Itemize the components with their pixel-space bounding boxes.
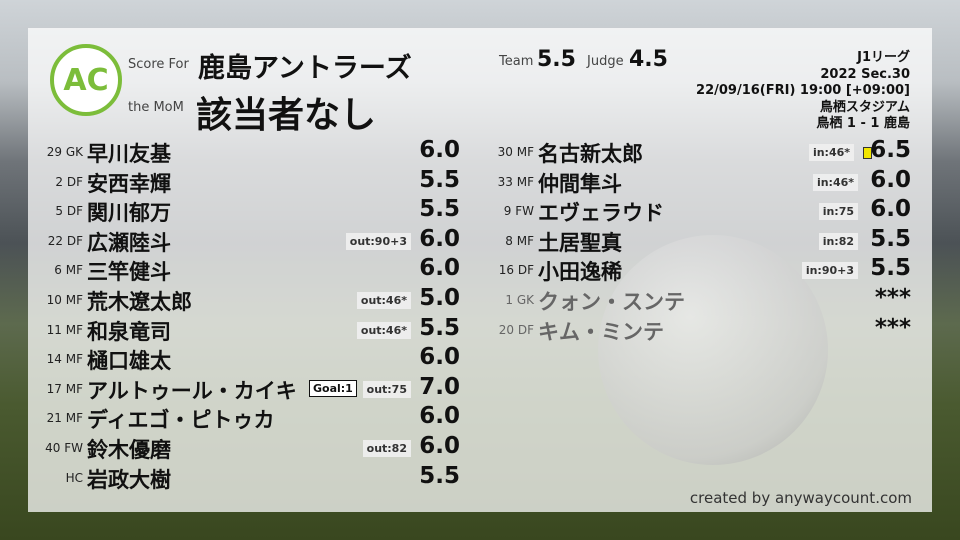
substitution-tag: out:46* (356, 321, 411, 339)
result: 鳥栖 1 - 1 鹿島 (816, 116, 910, 131)
player-position: 11 MF (46, 322, 83, 337)
credit: created by anywaycount.com (689, 489, 912, 507)
player-position: 33 MF (497, 174, 534, 189)
player-position: 8 MF (505, 233, 534, 248)
player-score: 6.0 (419, 255, 460, 282)
player-position: 5 DF (55, 204, 83, 219)
player-name: 荒木遼太郎 (87, 290, 192, 314)
player-name: 仲間隼斗 (538, 171, 622, 196)
mom-label: the MoM (128, 100, 184, 115)
player-position: 16 DF (498, 263, 534, 278)
judge-score: 4.5 (629, 47, 668, 72)
substitution-tag: in:82 (818, 232, 858, 250)
player-name: 樋口雄太 (87, 349, 171, 374)
datetime: 22/09/16(FRI) 19:00 [+09:00] (696, 83, 910, 98)
player-score: 5.0 (419, 285, 460, 311)
logo-text: AC (63, 62, 109, 98)
player-position: 20 DF (498, 322, 534, 337)
substitution-tag: out:82 (362, 440, 411, 457)
score-for-label: Score For (128, 57, 189, 72)
player-score: 6.0 (419, 137, 460, 163)
player-score: 6.0 (419, 433, 460, 459)
player-position: 22 DF (47, 233, 83, 248)
player-name: 三竿健斗 (87, 260, 171, 285)
substitution-tag: in:46* (808, 144, 854, 161)
player-position: 29 GK (46, 145, 83, 159)
player-name: ディエゴ・ピトゥカ (87, 408, 275, 433)
player-name: 安西幸輝 (87, 171, 171, 196)
player-name: 土居聖真 (538, 230, 622, 255)
substitution-tag: in:90+3 (801, 262, 858, 280)
substitution-tag: in:46* (812, 173, 858, 191)
player-score: *** (874, 314, 911, 341)
player-position: 2 DF (55, 174, 83, 189)
match-info: J1リーグ 2022 Sec.30 22/09/16(FRI) 19:00 [+… (696, 50, 910, 133)
player-name: 名古新太郎 (538, 142, 643, 166)
player-position: 14 MF (46, 352, 83, 367)
substitution-tag: out:90+3 (345, 232, 411, 250)
player-position: 10 MF (46, 293, 83, 307)
player-name: 鈴木優磨 (87, 438, 171, 462)
substitution-tag: in:75 (818, 203, 858, 221)
team-score: 5.5 (537, 47, 576, 72)
yellow-card-icon (863, 147, 872, 159)
league: J1リーグ (857, 50, 910, 65)
player-score: 5.5 (870, 225, 911, 252)
player-score: 7.0 (419, 373, 460, 400)
player-name: エヴェラウド (538, 201, 664, 226)
stadium: 鳥栖スタジアム (819, 99, 910, 115)
anywaycount-logo: AC (50, 44, 122, 116)
player-position: 17 MF (46, 381, 83, 396)
substitution-tag: out:75 (362, 380, 411, 398)
judge-score-label: Judge (587, 54, 624, 69)
player-score: 6.0 (419, 225, 460, 252)
team-score-label: Team (499, 54, 534, 69)
player-name: 早川友基 (87, 142, 171, 166)
player-score: 5.5 (419, 314, 460, 341)
player-position: HC (65, 470, 83, 485)
player-score: *** (874, 285, 911, 311)
player-score: 6.0 (419, 344, 460, 371)
player-name: 和泉竜司 (87, 319, 171, 344)
goal-badge: Goal:1 (309, 379, 357, 397)
player-name: クォン・スンテ (538, 290, 685, 314)
player-score: 5.5 (419, 462, 460, 489)
player-score: 6.0 (870, 166, 911, 193)
player-name: 広瀬陸斗 (87, 230, 171, 255)
player-score: 5.5 (419, 166, 460, 193)
player-name: アルトゥール・カイキ (87, 378, 297, 403)
soccer-ball-image (598, 235, 828, 465)
player-score: 6.5 (870, 137, 911, 163)
player-position: 1 GK (505, 293, 534, 307)
mom-name: 該当者なし (196, 95, 377, 136)
player-name: 小田逸稀 (538, 260, 622, 285)
player-score: 5.5 (419, 196, 460, 223)
player-score: 6.0 (870, 196, 911, 223)
substitution-tag: out:46* (356, 292, 411, 309)
player-name: 岩政大樹 (87, 467, 171, 492)
team-name: 鹿島アントラーズ (198, 53, 412, 84)
player-position: 21 MF (46, 411, 83, 426)
player-position: 30 MF (497, 145, 534, 159)
player-name: キム・ミンテ (538, 319, 664, 344)
player-score: 5.5 (870, 255, 911, 282)
section: 2022 Sec.30 (820, 66, 910, 82)
player-position: 6 MF (54, 263, 83, 278)
player-name: 関川郁万 (87, 201, 171, 226)
player-position: 9 FW (503, 204, 534, 219)
player-score: 6.0 (419, 403, 460, 430)
player-position: 40 FW (45, 441, 83, 455)
